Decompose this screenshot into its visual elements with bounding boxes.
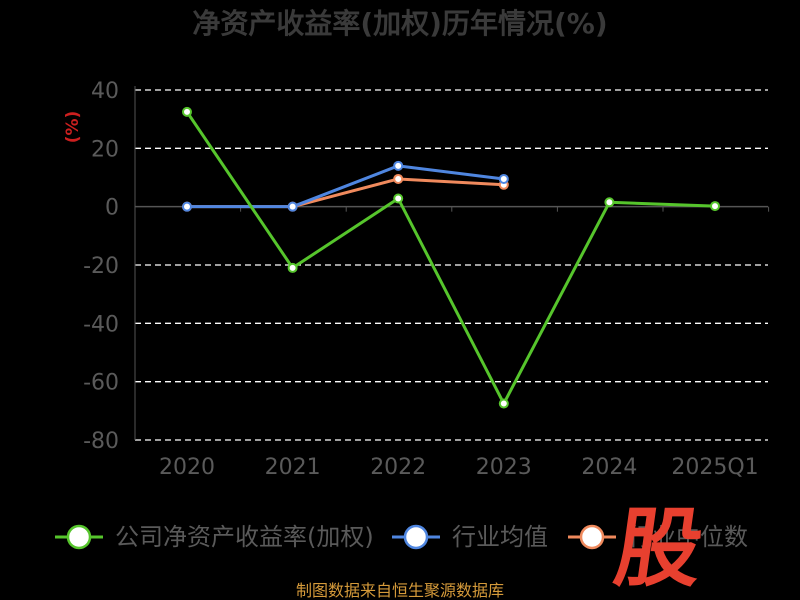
data-point [604,197,615,208]
legend-marker [403,524,429,550]
y-tick-label: 0 [105,196,119,221]
legend-label: 行业中位数 [628,523,748,551]
y-tick-label: 40 [91,79,119,104]
data-point [287,262,298,273]
data-point [710,201,720,212]
legend-marker [579,524,605,550]
x-tick-label: 2025Q1 [671,455,758,480]
data-point [287,201,298,212]
series-line [187,164,504,209]
y-tick-label: -40 [83,312,119,337]
series-lines [185,111,716,406]
y-tick-labels: 40 20 0 -20 -40 -60 -80 [83,79,119,454]
x-tick-label: 2024 [581,455,637,480]
x-tick-labels: 2020 2021 2022 2023 2024 2025Q1 [159,455,759,480]
y-tick-label: -60 [83,371,119,396]
y-tick-label: -80 [83,429,119,454]
x-tick-label: 2021 [265,455,321,480]
x-tick-label: 2020 [159,455,215,480]
series-line [185,111,716,406]
legend: 公司净资产收益率(加权) 行业均值 行业中位数 [55,523,748,551]
data-point [393,173,404,184]
data-point [393,193,404,204]
watermark-logo: 股 [609,499,709,599]
legend-marker [66,524,92,550]
y-axis-label: (%) [63,111,83,144]
axes [134,86,770,440]
x-tick-label: 2022 [370,455,426,480]
data-point [393,160,404,171]
data-point [498,173,509,184]
grid-lines [135,89,768,441]
data-point [182,106,192,117]
y-tick-label: 20 [91,137,119,162]
legend-label: 公司净资产收益率(加权) [115,523,374,551]
svg-text:股: 股 [609,499,709,599]
x-tick-label: 2023 [476,455,532,480]
data-points [182,106,720,409]
data-point [498,398,509,409]
source-note: 制图数据来自恒生聚源数据库 [296,581,504,600]
y-tick-label: -20 [83,254,119,279]
chart-title: 净资产收益率(加权)历年情况(%) [192,7,607,40]
data-point [182,201,192,212]
legend-label: 行业均值 [452,523,548,551]
